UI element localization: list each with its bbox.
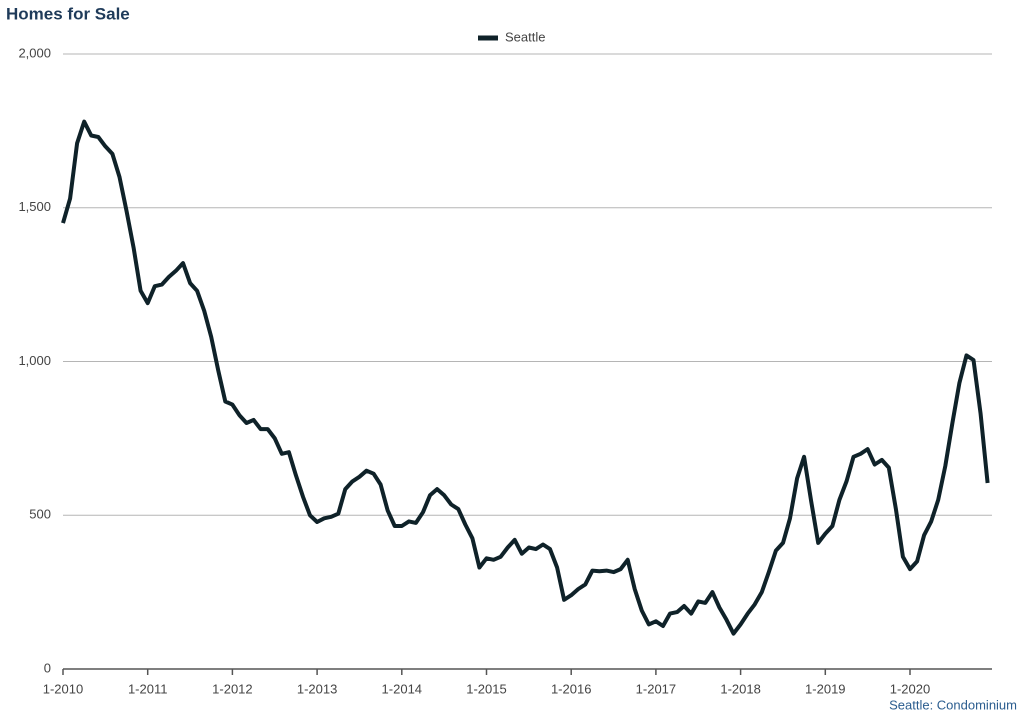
line-series (61, 119, 990, 636)
x-tick-label: 1-2013 (297, 681, 337, 696)
y-tick-label: 1,000 (18, 353, 51, 368)
x-tick-label: 1-2012 (212, 681, 252, 696)
x-tick-label: 1-2017 (636, 681, 676, 696)
y-tick-label: 1,500 (18, 199, 51, 214)
y-tick-label: 2,000 (18, 45, 51, 60)
x-tick-label: 1-2018 (720, 681, 760, 696)
x-tick-label: 1-2014 (382, 681, 422, 696)
chart-note: Seattle: Condominium (889, 697, 1017, 712)
legend-label: Seattle (505, 29, 545, 44)
x-tick-label: 1-2019 (805, 681, 845, 696)
x-tick-label: 1-2015 (466, 681, 506, 696)
x-tick-label: 1-2020 (890, 681, 930, 696)
y-tick-label: 500 (29, 507, 51, 522)
x-tick-label: 1-2010 (43, 681, 83, 696)
x-tick-label: 1-2016 (551, 681, 591, 696)
chart-title: Homes for Sale (6, 4, 130, 23)
y-tick-label: 0 (44, 660, 51, 675)
x-tick-label: 1-2011 (128, 681, 168, 696)
